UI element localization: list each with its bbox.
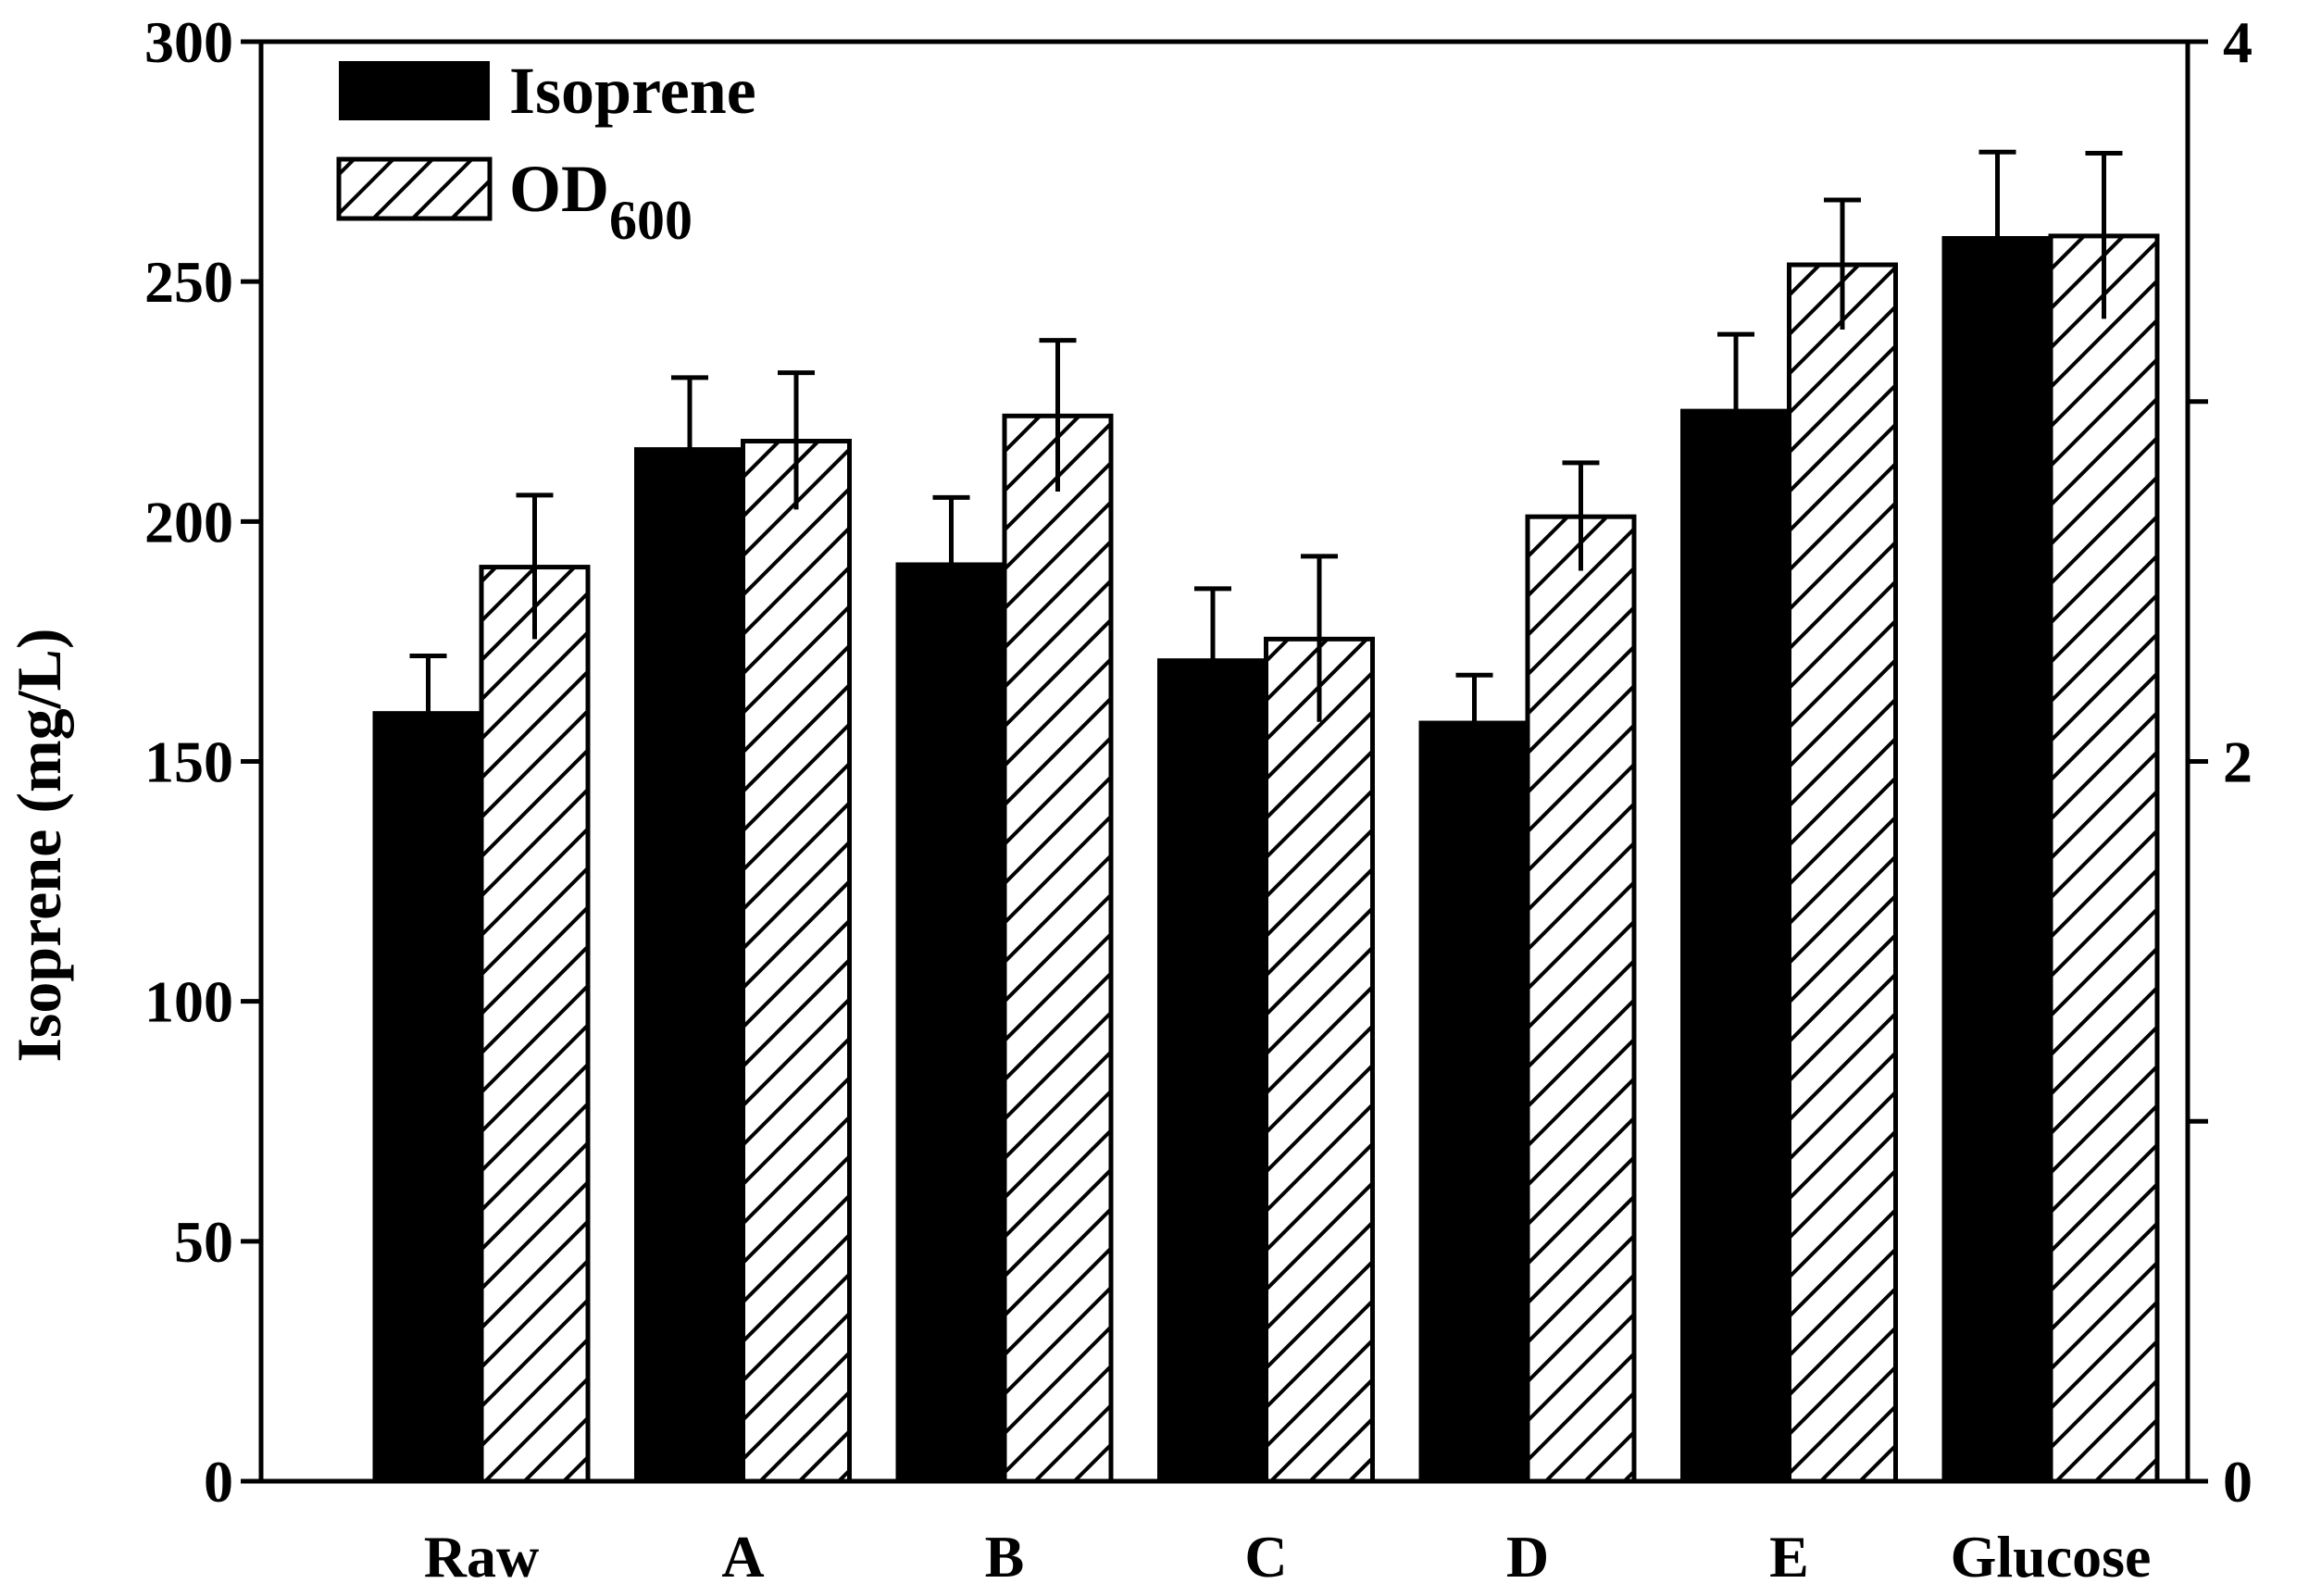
left-tick-label: 250 bbox=[144, 249, 233, 315]
legend: Isoprene OD600 bbox=[336, 54, 756, 251]
bar-isoprene-b bbox=[895, 562, 1007, 1484]
error-bars-layer bbox=[409, 149, 2123, 771]
left-tick-label: 100 bbox=[144, 969, 233, 1035]
legend-label-od600: OD600 bbox=[509, 152, 693, 251]
right-tick-label: 0 bbox=[2223, 1449, 2253, 1515]
bar-isoprene-a bbox=[634, 447, 745, 1484]
bar-od600-a bbox=[741, 439, 852, 1484]
bar-od600-b bbox=[1002, 413, 1114, 1484]
legend-label-isoprene: Isoprene bbox=[509, 54, 756, 128]
x-tick-label-b: B bbox=[985, 1524, 1025, 1590]
right-tick-label: 2 bbox=[2223, 729, 2253, 795]
right-axis-ticks: 0 2 4 bbox=[2188, 9, 2253, 1515]
x-tick-label-c: C bbox=[1244, 1524, 1287, 1590]
left-tick-label: 200 bbox=[144, 489, 233, 555]
left-tick-label: 150 bbox=[144, 729, 233, 795]
bar-isoprene-glucose bbox=[1941, 236, 2053, 1484]
right-tick-label: 4 bbox=[2223, 9, 2253, 75]
left-tick-label: 300 bbox=[144, 9, 233, 75]
bar-isoprene-e bbox=[1680, 408, 1791, 1484]
x-tick-label-a: A bbox=[721, 1524, 764, 1590]
bar-isoprene-d bbox=[1418, 720, 1530, 1484]
bar-isoprene-raw bbox=[372, 711, 484, 1484]
left-tick-label: 0 bbox=[204, 1449, 233, 1515]
y-axis-title: Isoprene (mg/L) bbox=[4, 628, 74, 1062]
legend-label-od600-main: OD bbox=[509, 152, 609, 226]
bar-isoprene-c bbox=[1157, 658, 1268, 1484]
bar-od600-d bbox=[1525, 514, 1637, 1484]
bar-od600-glucose bbox=[2048, 233, 2160, 1484]
x-tick-label-d: D bbox=[1506, 1524, 1549, 1590]
legend-swatch-od600 bbox=[336, 156, 493, 221]
bar-od600-c bbox=[1264, 636, 1375, 1484]
x-tick-label-raw: Raw bbox=[424, 1524, 539, 1590]
x-tick-label-glucose: Glucose bbox=[1951, 1524, 2152, 1590]
left-axis-ticks: 0 50 100 150 200 250 300 bbox=[144, 9, 261, 1515]
x-tick-label-e: E bbox=[1769, 1524, 1809, 1590]
bar-od600-raw bbox=[479, 565, 591, 1484]
bar-od600-e bbox=[1787, 262, 1898, 1484]
left-tick-label: 50 bbox=[174, 1209, 233, 1275]
bars-layer bbox=[372, 233, 2160, 1484]
x-axis-tick-labels: Raw A B C D E Glucose bbox=[424, 1524, 2152, 1590]
legend-label-od600-subscript: 600 bbox=[609, 190, 693, 251]
legend-swatch-isoprene bbox=[339, 61, 490, 120]
